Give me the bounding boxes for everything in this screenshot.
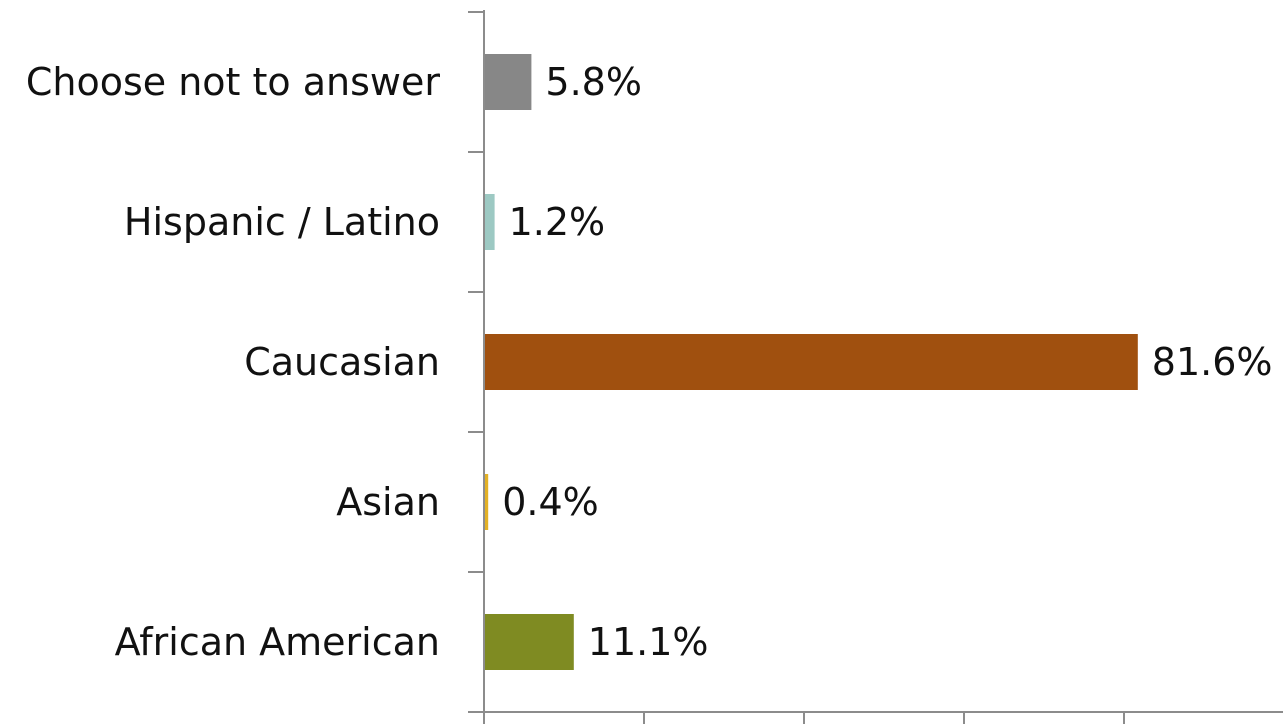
chart-bars bbox=[485, 54, 1138, 670]
bar bbox=[485, 474, 489, 530]
category-label: Choose not to answer bbox=[26, 60, 441, 104]
bar bbox=[485, 194, 495, 250]
category-label: Hispanic / Latino bbox=[124, 200, 440, 244]
bar bbox=[485, 334, 1138, 390]
data-label: 0.4% bbox=[502, 480, 599, 524]
category-label: Asian bbox=[336, 480, 440, 524]
category-label: African American bbox=[115, 620, 440, 664]
data-label: 81.6% bbox=[1152, 340, 1273, 384]
chart-axes bbox=[468, 10, 1283, 724]
bar bbox=[485, 54, 532, 110]
chart-labels: Choose not to answer 5.8% Hispanic / Latin… bbox=[26, 60, 1273, 664]
bar bbox=[485, 614, 574, 670]
data-label: 11.1% bbox=[588, 620, 709, 664]
data-label: 5.8% bbox=[545, 60, 642, 104]
data-label: 1.2% bbox=[509, 200, 606, 244]
category-label: Caucasian bbox=[244, 340, 440, 384]
